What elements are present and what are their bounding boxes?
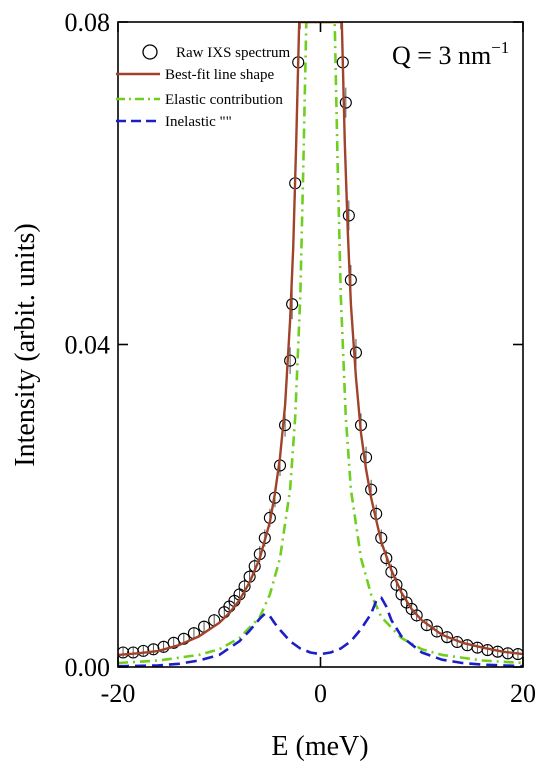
x-tick-label: -20 — [101, 679, 136, 708]
raw-data-point — [511, 648, 523, 661]
legend-label-inelastic: Inelastic "" — [165, 114, 232, 130]
raw-data-point — [295, 8, 306, 19]
legend-label-raw-ixs: Raw IXS spectrum — [176, 45, 290, 61]
x-axis-title: E (meV) — [271, 731, 368, 762]
q-annotation-superscript: −1 — [491, 38, 509, 57]
y-tick-label: 0.00 — [65, 653, 111, 682]
raw-data-point — [342, 209, 355, 222]
raw-data-point — [349, 346, 362, 359]
y-axis-title: Intensity (arbit. units) — [10, 223, 41, 466]
legend-marker-raw-ixs — [142, 44, 158, 60]
raw-data-point — [441, 631, 454, 644]
raw-data-point — [167, 636, 180, 649]
q-annotation-text: Q = 3 nm — [392, 41, 491, 70]
series-layer — [118, 8, 523, 667]
raw-data-point — [385, 565, 398, 578]
raw-data-point — [118, 646, 130, 659]
x-tick-label: 20 — [510, 679, 536, 708]
raw-data-point — [410, 609, 423, 622]
x-tick-label: 0 — [314, 679, 327, 708]
best-fit-line — [118, 22, 523, 657]
raw-data-point — [339, 96, 352, 109]
y-tick-label: 0.04 — [65, 331, 111, 360]
y-tick-label: 0.08 — [65, 8, 111, 37]
raw-data-point — [420, 619, 433, 632]
legend: Raw IXS spectrum Best-fit line shape Ela… — [116, 44, 290, 130]
raw-data-point — [335, 8, 346, 19]
inelastic-line — [118, 596, 523, 667]
raw-data-point — [284, 354, 297, 367]
raw-data-point — [279, 419, 292, 432]
raw-data-point — [430, 625, 443, 638]
q-annotation: Q = 3 nm−1 — [392, 38, 509, 70]
tick-layer: -20 0 20 0.00 0.04 0.08 — [65, 8, 537, 708]
legend-label-best-fit: Best-fit line shape — [165, 67, 274, 83]
legend-label-elastic: Elastic contribution — [165, 92, 283, 108]
